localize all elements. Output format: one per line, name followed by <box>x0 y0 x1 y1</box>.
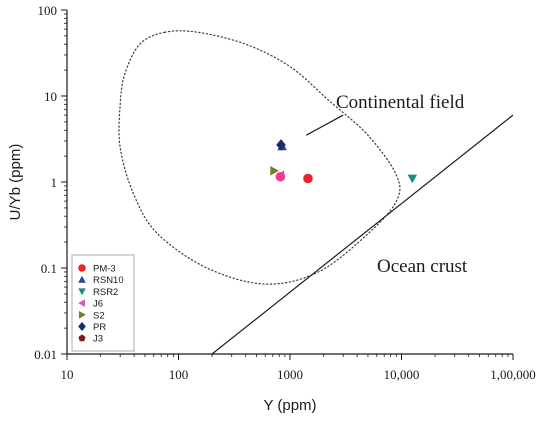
legend-label-pr: PR <box>93 322 106 333</box>
legend-marker-pm-3 <box>78 264 86 272</box>
y-tick-label: 0.1 <box>41 261 57 276</box>
y-axis-label: U/Yb (ppm) <box>7 144 24 221</box>
legend-label-s2: S2 <box>93 310 105 321</box>
data-point-rsr2 <box>407 174 418 184</box>
annotation-ocean-crust: Ocean crust <box>377 256 468 277</box>
x-tick-label: 10,000 <box>384 367 420 382</box>
legend-label-j3: J3 <box>93 334 103 345</box>
legend-marker-rsn10 <box>78 275 86 283</box>
x-axis-label: Y (ppm) <box>263 397 316 414</box>
y-tick-label: 0.01 <box>34 347 57 362</box>
data-point-s2 <box>270 166 279 176</box>
x-tick-label: 100 <box>169 367 189 382</box>
ocean-crust-line <box>211 114 513 354</box>
legend-marker-j3 <box>78 334 86 342</box>
y-tick-label: 10 <box>44 89 57 104</box>
x-tick-label: 1,00,000 <box>490 367 536 382</box>
legend-marker-s2 <box>79 311 86 319</box>
legend-marker-pr <box>78 321 86 332</box>
continental-field-boundary <box>118 30 401 285</box>
legend-label-pm-3: PM-3 <box>93 264 116 275</box>
x-tick-label: 1000 <box>277 367 303 382</box>
legend-label-rsr2: RSR2 <box>93 287 118 298</box>
legend-label-rsn10: RSN10 <box>93 275 124 286</box>
annotation-continental-field: Continental field <box>336 92 465 113</box>
data-point-unlabeled <box>275 171 286 182</box>
data-point-pr <box>276 139 286 151</box>
legend-marker-j6 <box>78 299 85 307</box>
legend-label-j6: J6 <box>93 299 103 310</box>
legend-marker-rsr2 <box>78 288 86 296</box>
y-tick-label: 1 <box>51 175 58 190</box>
y-tick-label: 100 <box>38 3 58 18</box>
x-tick-label: 10 <box>61 367 74 382</box>
data-point-pm-3 <box>303 173 313 184</box>
continental-label-leader <box>306 114 344 136</box>
